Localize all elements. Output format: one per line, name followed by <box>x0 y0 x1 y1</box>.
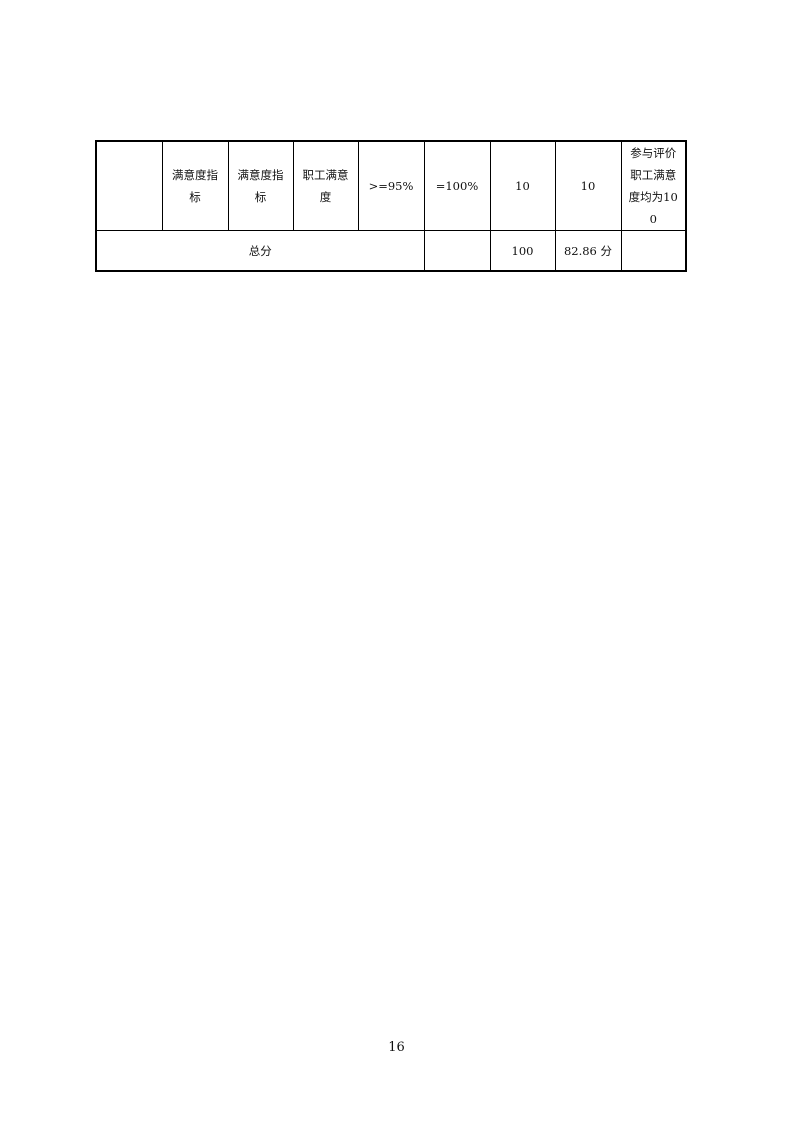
cell: 满意度指标 <box>161 140 229 231</box>
total-score: 82.86 分 <box>554 230 622 272</box>
full-score: 100 <box>489 230 556 272</box>
cell: =100% <box>423 140 491 231</box>
cell: 满意度指标 <box>227 140 294 231</box>
cell: 10 <box>489 140 556 231</box>
cell: 10 <box>554 140 622 231</box>
cell: 参与评价职工满意度均为100 <box>620 140 687 231</box>
page-number: 16 <box>388 1040 405 1055</box>
total-row: 总分 100 82.86 分 <box>95 230 687 272</box>
table-row: 满意度指标 满意度指标 职工满意度 >=95% =100% 10 10 参与评价… <box>95 140 687 231</box>
cell <box>95 140 163 231</box>
total-label: 总分 <box>95 230 425 272</box>
cell <box>423 230 491 272</box>
cell: 职工满意度 <box>292 140 359 231</box>
performance-table: 满意度指标 满意度指标 职工满意度 >=95% =100% 10 10 参与评价… <box>95 140 687 272</box>
cell <box>620 230 687 272</box>
cell: >=95% <box>357 140 425 231</box>
